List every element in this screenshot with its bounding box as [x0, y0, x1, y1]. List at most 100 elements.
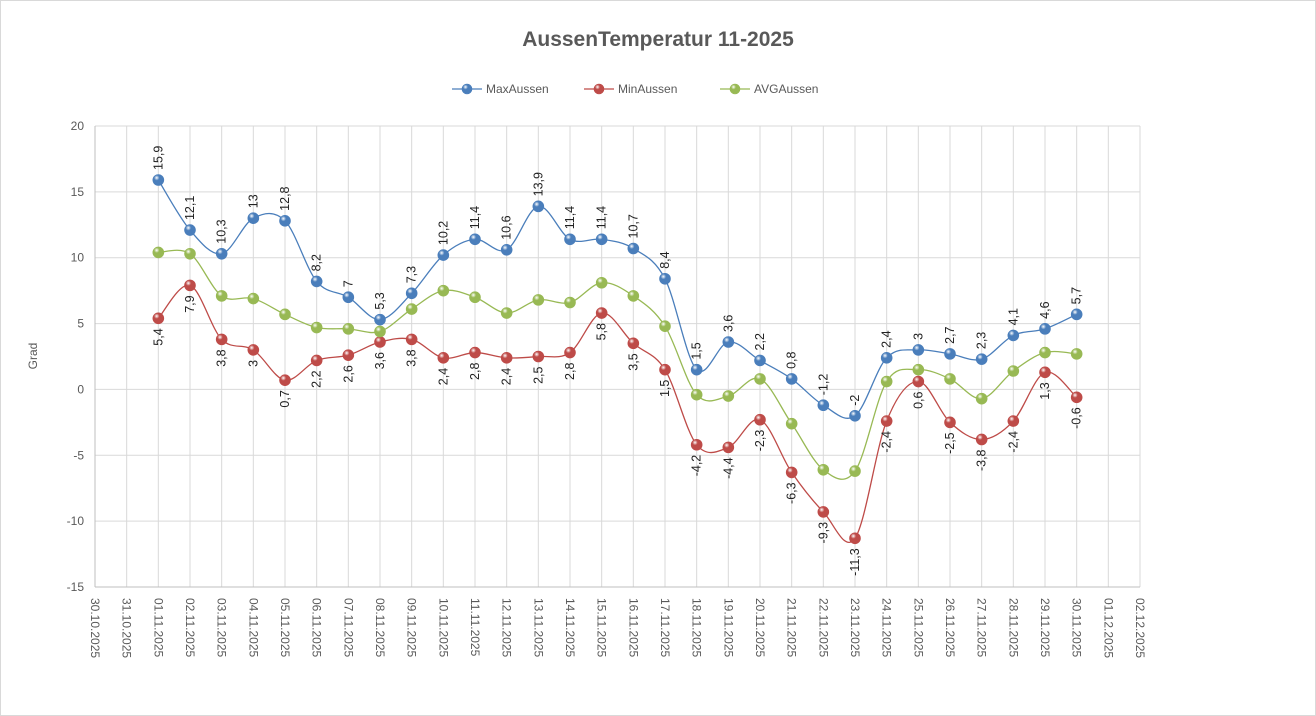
- data-point-MaxAussen: [722, 336, 735, 348]
- data-label-MaxAussen: -2: [848, 395, 862, 406]
- data-point-MaxAussen: [659, 272, 671, 285]
- data-point-AVGAussen: [279, 308, 291, 321]
- legend-marker-MaxAussen: [461, 83, 473, 95]
- data-label-MinAussen: 5,8: [595, 323, 609, 340]
- data-point-MaxAussen: [247, 212, 260, 224]
- data-point-AVGAussen: [1039, 346, 1051, 359]
- data-point-AVGAussen: [944, 373, 956, 385]
- x-tick-label: 03.11.2025: [215, 598, 229, 657]
- x-tick-label: 02.12.2025: [1133, 598, 1147, 658]
- x-tick-label: 05.11.2025: [278, 598, 292, 657]
- data-point-AVGAussen: [817, 463, 830, 476]
- data-label-MaxAussen: 8,2: [310, 254, 324, 271]
- data-point-MinAussen: [754, 413, 766, 426]
- data-point-MinAussen: [785, 466, 798, 479]
- y-tick-label: 10: [71, 251, 85, 265]
- legend-marker-MinAussen: [593, 83, 605, 95]
- data-label-MaxAussen: 11,4: [468, 206, 482, 229]
- data-label-MaxAussen: 10,6: [500, 215, 514, 239]
- data-point-AVGAussen: [342, 323, 355, 335]
- data-label-MinAussen: -4,2: [690, 455, 704, 477]
- data-point-MinAussen: [690, 438, 703, 451]
- data-point-MaxAussen: [627, 242, 640, 255]
- data-point-MinAussen: [279, 374, 291, 387]
- data-point-MinAussen: [310, 354, 323, 367]
- data-point-MaxAussen: [1007, 329, 1020, 342]
- data-point-MinAussen: [912, 375, 925, 388]
- data-label-MinAussen: -2,4: [880, 431, 894, 453]
- data-point-MaxAussen: [152, 174, 165, 186]
- x-tick-label: 21.11.2025: [785, 598, 799, 657]
- data-label-MaxAussen: 7: [341, 280, 355, 287]
- data-label-MaxAussen: 11,4: [563, 206, 577, 229]
- x-tick-label: 04.11.2025: [246, 598, 260, 657]
- data-label-MinAussen: -2,4: [1006, 431, 1020, 453]
- legend-label-MaxAussen: MaxAussen: [486, 82, 549, 96]
- data-point-MaxAussen: [595, 233, 608, 246]
- data-label-MinAussen: -6,3: [785, 482, 799, 504]
- data-label-MinAussen: 3,8: [405, 349, 419, 366]
- data-point-MaxAussen: [564, 233, 576, 246]
- x-tick-label: 31.10.2025: [120, 598, 134, 658]
- data-label-MinAussen: 2,8: [563, 363, 577, 380]
- data-label-MaxAussen: 15,9: [151, 146, 165, 170]
- y-tick-label: -15: [67, 580, 85, 594]
- data-point-AVGAussen: [532, 294, 545, 306]
- data-point-MinAussen: [500, 352, 513, 364]
- data-point-MinAussen: [564, 346, 576, 359]
- x-tick-label: 07.11.2025: [341, 598, 355, 657]
- y-tick-label: -10: [67, 514, 85, 528]
- data-point-AVGAussen: [374, 325, 386, 338]
- x-tick-label: 22.11.2025: [816, 598, 830, 657]
- data-point-MaxAussen: [469, 233, 481, 246]
- data-label-MaxAussen: 8,4: [658, 251, 672, 268]
- data-label-MaxAussen: 2,4: [880, 330, 894, 347]
- data-label-MinAussen: 0,7: [278, 390, 292, 407]
- data-point-AVGAussen: [247, 292, 260, 305]
- data-point-MaxAussen: [310, 275, 323, 288]
- x-tick-label: 17.11.2025: [658, 598, 672, 657]
- data-point-AVGAussen: [152, 246, 165, 259]
- data-point-MinAussen: [1070, 391, 1083, 404]
- data-label-MaxAussen: 5,7: [1070, 287, 1084, 304]
- x-tick-label: 12.11.2025: [500, 598, 514, 657]
- data-point-MaxAussen: [849, 409, 861, 422]
- data-point-MaxAussen: [215, 247, 228, 260]
- x-tick-label: 06.11.2025: [310, 598, 324, 657]
- data-label-MaxAussen: 10,7: [626, 214, 640, 238]
- series-line-MaxAussen: [157, 179, 1077, 419]
- data-label-MinAussen: -0,6: [1070, 407, 1084, 429]
- data-label-MinAussen: 2,4: [500, 368, 514, 385]
- x-tick-label: 28.11.2025: [1006, 598, 1020, 657]
- data-point-AVGAussen: [310, 321, 323, 334]
- data-label-MaxAussen: 13: [246, 194, 260, 208]
- x-tick-label: 19.11.2025: [721, 598, 735, 657]
- data-point-MinAussen: [215, 333, 228, 346]
- y-tick-label: 5: [77, 317, 84, 331]
- x-tick-label: 02.11.2025: [183, 598, 197, 657]
- data-label-MaxAussen: 11,4: [595, 206, 609, 229]
- data-point-AVGAussen: [469, 291, 481, 304]
- data-point-AVGAussen: [627, 290, 640, 302]
- data-point-MinAussen: [532, 350, 545, 363]
- x-tick-label: 24.11.2025: [880, 598, 894, 657]
- data-label-MinAussen: 2,5: [531, 366, 545, 383]
- data-label-MaxAussen: 2,2: [753, 333, 767, 350]
- data-point-AVGAussen: [722, 390, 735, 402]
- data-point-MaxAussen: [342, 291, 355, 304]
- data-point-MaxAussen: [785, 373, 798, 385]
- data-point-AVGAussen: [785, 417, 798, 430]
- data-point-MinAussen: [437, 352, 450, 364]
- data-point-AVGAussen: [595, 276, 608, 289]
- data-point-MaxAussen: [944, 348, 956, 360]
- data-label-MinAussen: 1,3: [1038, 382, 1052, 399]
- data-point-MaxAussen: [690, 363, 703, 376]
- x-tick-label: 23.11.2025: [848, 598, 862, 657]
- data-point-MaxAussen: [1039, 323, 1051, 335]
- data-point-MinAussen: [1039, 366, 1051, 379]
- x-tick-label: 01.12.2025: [1101, 598, 1115, 658]
- data-label-MaxAussen: 12,1: [183, 196, 197, 220]
- data-label-MaxAussen: 12,8: [278, 186, 292, 210]
- y-tick-label: 0: [77, 382, 84, 396]
